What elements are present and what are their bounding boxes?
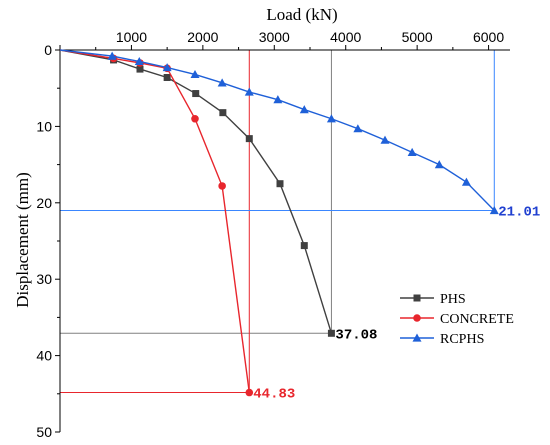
data-point-triangle (244, 87, 254, 96)
data-point-triangle (380, 135, 390, 144)
y-tick-label: 40 (36, 348, 52, 364)
data-point-square (300, 242, 308, 250)
data-point-square (163, 74, 171, 82)
value-annotation: 37.08 (335, 327, 377, 343)
axes: 1000 2000 3000 4000 5000 6000 0 10 20 30 40 50 (36, 29, 510, 440)
value-annotation: 21.01 (498, 205, 540, 221)
data-point-triangle (407, 147, 417, 156)
data-point-square (413, 294, 421, 302)
data-point-triangle (326, 114, 336, 123)
x-tick-label: 5000 (402, 29, 433, 45)
data-point-square (327, 329, 335, 337)
data-point-square (192, 90, 200, 98)
data-point-circle (245, 388, 254, 397)
series-line-phs (59, 49, 333, 334)
value-annotations: 37.08 44.83 21.01 (253, 205, 540, 403)
y-tick-label: 0 (44, 42, 52, 58)
data-point-triangle (217, 78, 227, 87)
data-point-square (219, 109, 227, 117)
legend: PHS CONCRETE RCPHS (400, 292, 514, 347)
data-point-triangle (353, 124, 363, 133)
data-point-triangle (434, 160, 444, 169)
series-lines (59, 49, 499, 397)
x-axis-title: Load (kN) (266, 5, 337, 24)
data-point-triangle (461, 177, 471, 186)
y-tick-label: 50 (36, 424, 52, 440)
series-line-rcphs (59, 49, 495, 212)
y-tick-label: 10 (36, 118, 52, 134)
data-point-circle (218, 182, 226, 190)
series-line-concrete (59, 49, 250, 393)
data-point-triangle (489, 206, 499, 215)
data-point-triangle (412, 333, 422, 342)
y-tick-label: 30 (36, 271, 52, 287)
data-point-circle (191, 114, 199, 123)
legend-label: RCPHS (440, 332, 484, 347)
x-tick-label: 4000 (330, 29, 361, 45)
data-point-triangle (162, 63, 172, 72)
value-annotation: 44.83 (253, 387, 295, 403)
data-point-triangle (190, 69, 200, 79)
data-point-triangle (299, 105, 309, 114)
legend-label: CONCRETE (440, 312, 514, 327)
x-tick-label: 6000 (473, 29, 504, 45)
data-point-triangle (107, 51, 117, 60)
data-point-triangle (273, 95, 283, 104)
x-tick-label: 2000 (187, 29, 218, 45)
x-tick-label: 3000 (259, 29, 290, 45)
y-axis-title: Displacement (mm) (13, 172, 32, 308)
y-tick-label: 20 (36, 195, 52, 211)
data-point-triangle (134, 56, 144, 66)
data-point-square (276, 180, 284, 188)
data-point-square (136, 65, 144, 73)
x-tick-label: 1000 (116, 29, 147, 45)
data-point-circle (413, 314, 421, 322)
data-point-square (245, 135, 253, 143)
legend-label: PHS (440, 292, 466, 307)
reference-lines (60, 50, 495, 394)
